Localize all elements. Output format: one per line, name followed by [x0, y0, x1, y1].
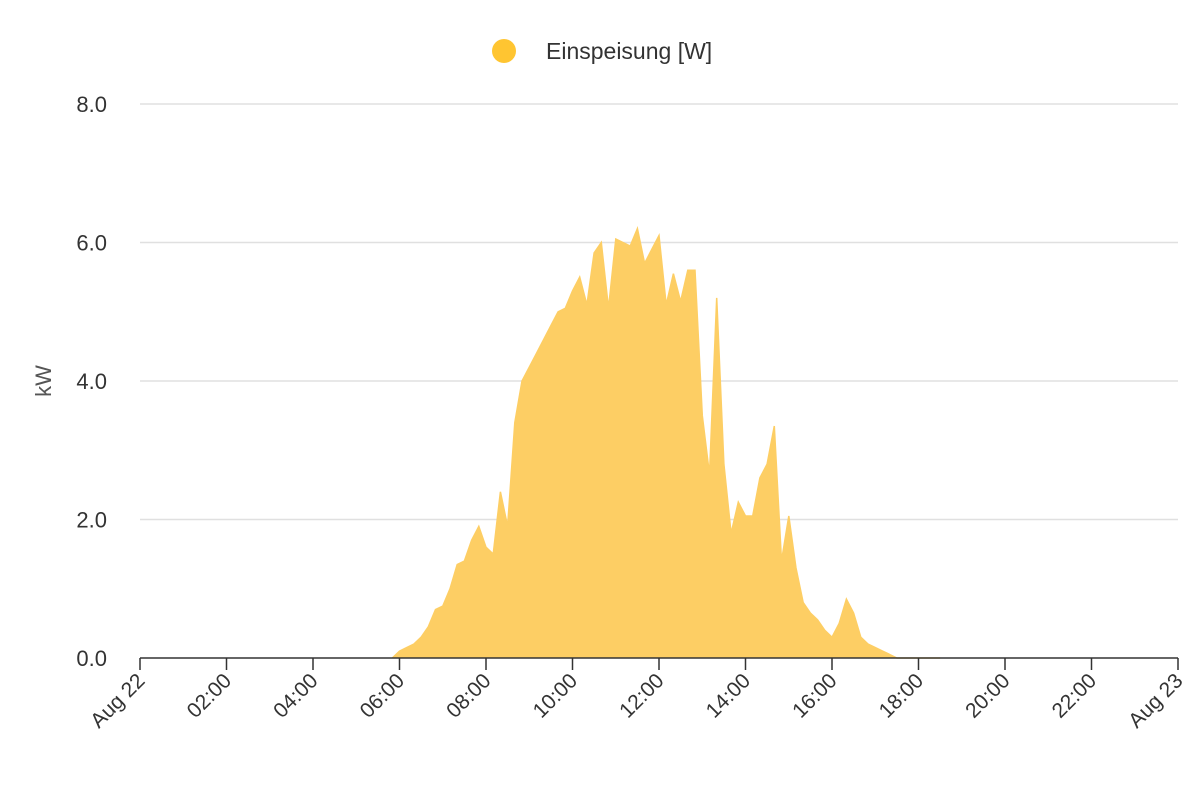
series-layer	[391, 226, 941, 659]
x-tick-label: Aug 23	[1124, 669, 1187, 732]
x-tick-label: 14:00	[702, 669, 755, 722]
x-tick-label: Aug 22	[86, 669, 149, 732]
y-tick-label: 6.0	[76, 231, 107, 256]
y-tick-label: 8.0	[76, 92, 107, 117]
x-tick-label: 20:00	[961, 669, 1014, 722]
y-tick-label: 0.0	[76, 646, 107, 671]
x-tick-label: 22:00	[1048, 669, 1101, 722]
legend[interactable]: Einspeisung [W]	[492, 38, 712, 64]
legend-label[interactable]: Einspeisung [W]	[546, 38, 712, 64]
x-tick-label: 08:00	[442, 669, 495, 722]
x-tick-label: 16:00	[788, 669, 841, 722]
x-tick-label: 12:00	[615, 669, 668, 722]
y-axis-ticks: 0.0 2.0 4.0 6.0 8.0	[76, 92, 107, 671]
series-area-einspeisung[interactable]	[392, 228, 941, 658]
series-line-einspeisung	[391, 226, 941, 659]
x-tick-label: 10:00	[529, 669, 582, 722]
legend-swatch[interactable]	[492, 39, 516, 63]
x-tick-label: 02:00	[183, 669, 236, 722]
x-tick-label: 04:00	[269, 669, 322, 722]
x-tick-label: 18:00	[875, 669, 928, 722]
y-tick-label: 2.0	[76, 508, 107, 533]
x-tick-label: 06:00	[356, 669, 409, 722]
x-axis-ticks: Aug 22 02:00 04:00 06:00 08:00 10:00 12:00 14:0…	[86, 658, 1188, 733]
y-tick-label: 4.0	[76, 369, 107, 394]
y-axis-title: kW	[31, 365, 56, 397]
